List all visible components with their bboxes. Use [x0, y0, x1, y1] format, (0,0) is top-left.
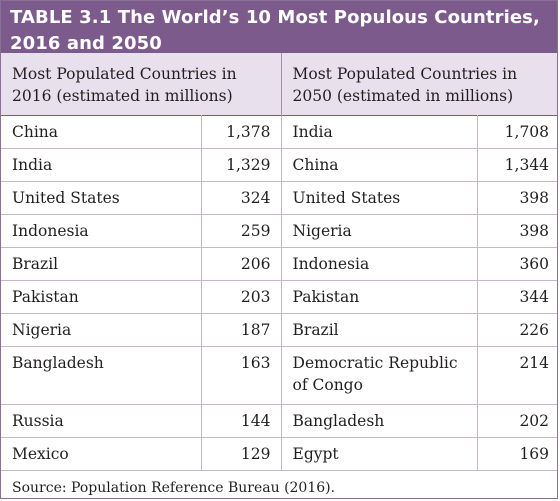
population-2050-cell: 398: [476, 181, 557, 215]
population-2016-cell: 206: [200, 247, 282, 281]
country-2050-cell: Egypt: [280, 437, 478, 471]
table-row: India 1,329 China 1,344: [1, 148, 557, 182]
population-2050-cell: 226: [476, 313, 557, 347]
table-row: China 1,378 India 1,708: [1, 115, 557, 149]
population-2050-cell: 1,344: [476, 148, 557, 182]
population-2050-cell: 344: [476, 280, 557, 314]
country-2050-cell: Pakistan: [280, 280, 478, 314]
population-2016-cell: 1,378: [200, 115, 282, 149]
population-2050-cell: 360: [476, 247, 557, 281]
country-2050-cell: China: [280, 148, 478, 182]
population-2050-cell: 398: [476, 214, 557, 248]
country-2050-cell: United States: [280, 181, 478, 215]
table-header-row: Most Populated Countries in 2016 (estima…: [1, 53, 557, 115]
table-row: Nigeria 187 Brazil 226: [1, 313, 557, 347]
table-row: Bangladesh 163 Democratic Republic of Cong…: [1, 346, 557, 405]
header-2016: Most Populated Countries in 2016 (estima…: [1, 53, 282, 115]
country-2050-cell: Brazil: [280, 313, 478, 347]
table-title-line-1: TABLE 3.1 The World’s 10 Most Populous C…: [10, 7, 540, 28]
country-2050-cell: Indonesia: [280, 247, 478, 281]
table-row: Pakistan 203 Pakistan 344: [1, 280, 557, 314]
table-body: China 1,378 India 1,708 India 1,329 China 1,344…: [1, 115, 557, 471]
population-2016-cell: 324: [200, 181, 282, 215]
population-2016-cell: 259: [200, 214, 282, 248]
country-2016-cell: Brazil: [1, 247, 201, 281]
country-2050-cell: Democratic Republic of Congo: [280, 346, 478, 405]
country-2016-cell: India: [1, 148, 201, 182]
table-title: TABLE 3.1 The World’s 10 Most Populous C…: [1, 1, 557, 54]
country-2016-cell: Nigeria: [1, 313, 201, 347]
country-2016-cell: Bangladesh: [1, 346, 201, 405]
table-row: United States 324 United States 398: [1, 181, 557, 215]
country-2050-cell: Nigeria: [280, 214, 478, 248]
source-note: Source: Population Reference Bureau (201…: [12, 479, 336, 496]
country-2016-cell: Russia: [1, 404, 201, 438]
header-2050: Most Populated Countries in 2050 (estima…: [280, 53, 557, 115]
population-2050-cell: 202: [476, 404, 557, 438]
population-2016-cell: 187: [200, 313, 282, 347]
country-2016-cell: Pakistan: [1, 280, 201, 314]
country-2050-cell: India: [280, 115, 478, 149]
country-2016-cell: United States: [1, 181, 201, 215]
country-2050-cell: Bangladesh: [280, 404, 478, 438]
population-2016-cell: 129: [200, 437, 282, 471]
population-2016-cell: 1,329: [200, 148, 282, 182]
table-row: Mexico 129 Egypt 169: [1, 437, 557, 471]
population-2016-cell: 203: [200, 280, 282, 314]
population-2050-cell: 214: [476, 346, 557, 405]
population-2016-cell: 163: [200, 346, 282, 405]
table-row: Russia 144 Bangladesh 202: [1, 404, 557, 438]
population-2050-cell: 169: [476, 437, 557, 471]
country-2016-cell: China: [1, 115, 201, 149]
population-2050-cell: 1,708: [476, 115, 557, 149]
country-2016-cell: Indonesia: [1, 214, 201, 248]
population-2016-cell: 144: [200, 404, 282, 438]
table-row: Indonesia 259 Nigeria 398: [1, 214, 557, 248]
table-title-line-2: 2016 and 2050: [10, 33, 162, 54]
table-row: Brazil 206 Indonesia 360: [1, 247, 557, 281]
country-2016-cell: Mexico: [1, 437, 201, 471]
population-table: Most Populated Countries in 2016 (estima…: [1, 53, 557, 471]
